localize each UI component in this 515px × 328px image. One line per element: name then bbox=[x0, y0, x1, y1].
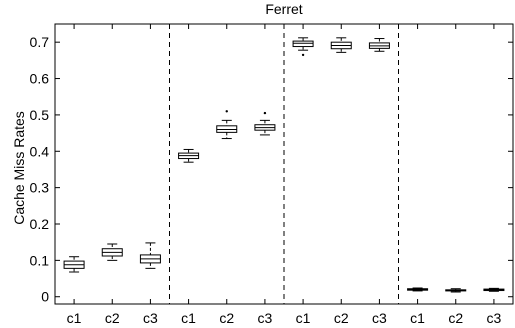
box-c2 bbox=[217, 110, 237, 138]
outlier-point bbox=[302, 54, 304, 56]
box-c2 bbox=[331, 38, 351, 53]
y-tick-label: 0 bbox=[41, 289, 49, 305]
x-tick-label: c2 bbox=[219, 310, 234, 326]
x-tick-label: c2 bbox=[105, 310, 120, 326]
x-tick-label: c1 bbox=[181, 310, 196, 326]
box-c1 bbox=[179, 149, 199, 162]
y-axis-ticks: 0 0.1 0.2 0.3 0.4 0.5 0.6 0.7 bbox=[30, 34, 513, 305]
box-c1 bbox=[64, 257, 84, 272]
box-iqr bbox=[293, 41, 313, 46]
box-c2 bbox=[102, 244, 122, 260]
y-tick-label: 0.3 bbox=[30, 180, 50, 196]
box-c1 bbox=[293, 38, 313, 56]
y-tick-label: 0.2 bbox=[30, 216, 50, 232]
x-tick-label: c3 bbox=[258, 310, 273, 326]
chart-title: Ferret bbox=[265, 1, 302, 17]
box-c3 bbox=[369, 39, 389, 52]
x-tick-label: c1 bbox=[410, 310, 425, 326]
y-tick-label: 0.5 bbox=[30, 107, 50, 123]
box-c3 bbox=[140, 243, 160, 268]
y-tick-label: 0.4 bbox=[30, 143, 50, 159]
x-tick-label: c1 bbox=[296, 310, 311, 326]
x-tick-label: c3 bbox=[487, 310, 502, 326]
group-separators bbox=[170, 24, 399, 304]
box-c2 bbox=[446, 289, 466, 292]
box-c3 bbox=[484, 288, 504, 291]
x-tick-label: c1 bbox=[67, 310, 82, 326]
x-tick-label: c2 bbox=[448, 310, 463, 326]
box-c1 bbox=[408, 288, 428, 291]
y-tick-label: 0.1 bbox=[30, 252, 50, 268]
x-tick-label: c3 bbox=[372, 310, 387, 326]
box-c3 bbox=[255, 112, 275, 135]
x-tick-label: c3 bbox=[143, 310, 158, 326]
outlier-point bbox=[264, 112, 266, 114]
outlier-point bbox=[226, 110, 228, 112]
y-tick-label: 0.6 bbox=[30, 71, 50, 87]
y-tick-label: 0.7 bbox=[30, 34, 50, 50]
x-tick-label: c2 bbox=[334, 310, 349, 326]
y-axis-label: Cache Miss Rates bbox=[11, 111, 27, 225]
